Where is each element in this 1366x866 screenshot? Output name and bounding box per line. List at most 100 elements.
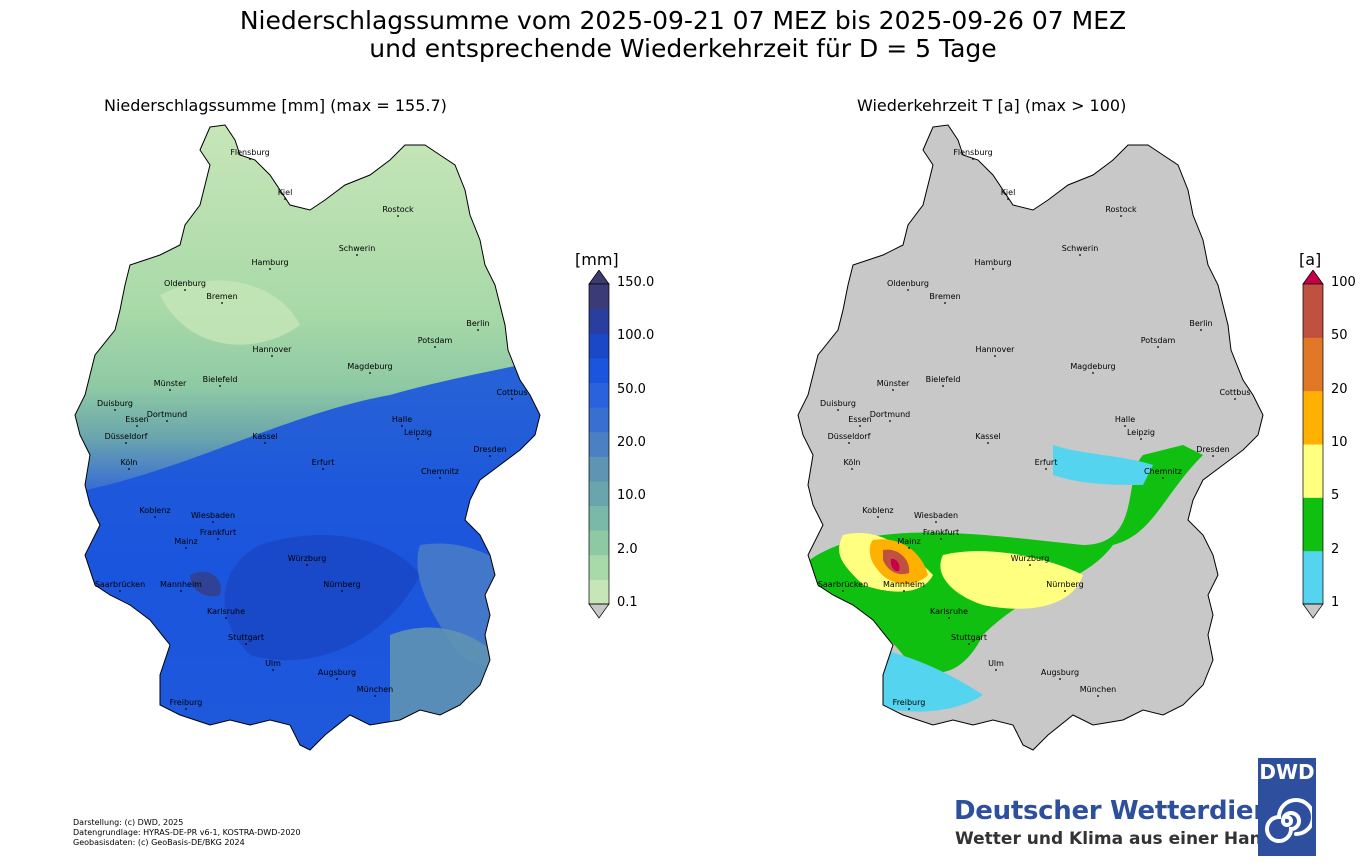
city-marker: [944, 302, 946, 304]
colorbar-frame: [588, 283, 610, 605]
city-marker: [889, 420, 891, 422]
city-label: Saarbrücken: [95, 580, 145, 589]
city-label: Kassel: [975, 432, 1001, 441]
germany-border: [74, 124, 541, 751]
return-period-map: Flensburg Kiel Rostock Schwerin Hamburg Olden…: [797, 124, 1264, 751]
city-label: Köln: [120, 458, 137, 467]
city-marker: [489, 455, 491, 457]
city-label: Kiel: [278, 188, 293, 197]
city-marker: [185, 547, 187, 549]
colorbar-over-arrow: [588, 270, 610, 285]
city-marker: [1200, 329, 1202, 331]
city-label: Leipzig: [404, 428, 432, 437]
colorbar-segment: [589, 333, 609, 359]
colorbar-tick-label: 20: [1331, 381, 1348, 397]
colorbar-tick-label: 10.0: [617, 488, 646, 504]
city-label: Wiesbaden: [914, 511, 958, 520]
city-label: Potsdam: [1141, 336, 1176, 345]
city-label: Magdeburg: [1070, 362, 1115, 371]
city-label: Frankfurt: [923, 528, 959, 537]
city-label: Dresden: [1196, 445, 1229, 454]
field-patch: [224, 535, 420, 661]
credit-line: Darstellung: (c) DWD, 2025: [73, 818, 184, 827]
field-patch: [190, 571, 221, 597]
colorbar-under-arrow: [588, 603, 610, 619]
city-label: Karlsruhe: [930, 607, 968, 616]
city-marker: [264, 442, 266, 444]
colorbar-segment: [589, 505, 609, 531]
city-label: Bremen: [929, 292, 960, 301]
city-marker: [336, 678, 338, 680]
field-patch: [160, 280, 300, 345]
city-label: Augsburg: [1041, 668, 1079, 677]
city-label: Halle: [392, 415, 412, 424]
city-label: Flensburg: [953, 148, 992, 157]
colorbar-segment: [589, 480, 609, 507]
city-marker: [907, 289, 909, 291]
city-label: Cottbus: [496, 388, 527, 397]
city-label: Köln: [843, 458, 860, 467]
colorbar-tick-label: 2.0: [617, 541, 638, 557]
city-label: Münster: [877, 379, 910, 388]
colorbar-segment: [589, 579, 609, 605]
city-label: München: [357, 685, 394, 694]
city-marker: [272, 669, 274, 671]
city-marker: [245, 643, 247, 645]
city-label: Mannheim: [883, 580, 925, 589]
right-panel-subtitle: Wiederkehrzeit T [a] (max > 100): [857, 96, 1127, 115]
city-marker: [1097, 695, 1099, 697]
city-label: Ulm: [988, 659, 1004, 668]
field-patch: [890, 558, 900, 572]
city-marker: [1120, 215, 1122, 217]
city-label: Dortmund: [147, 410, 188, 419]
city-label: Stuttgart: [951, 633, 987, 642]
city-label: Chemnitz: [1144, 467, 1182, 476]
figure-title-line2: und entsprechende Wiederkehrzeit für D =…: [369, 34, 997, 63]
dwd-spiral-icon: [1265, 798, 1312, 843]
figure-title-line1: Niederschlagssumme vom 2025-09-21 07 MEZ…: [239, 6, 1127, 35]
city-marker: [180, 590, 182, 592]
city-label: Duisburg: [820, 399, 856, 408]
colorbar-segment: [589, 407, 609, 433]
germany-border: [797, 124, 1264, 751]
city-marker: [219, 385, 221, 387]
city-label: Düsseldorf: [828, 432, 871, 441]
city-marker: [1212, 455, 1214, 457]
city-marker: [169, 389, 171, 391]
city-label: Schwerin: [339, 244, 376, 253]
colorbar-tick-label: 100.0: [617, 328, 655, 344]
city-label: Mainz: [174, 537, 197, 546]
city-label: Bremen: [206, 292, 237, 301]
left-panel-subtitle: Niederschlagssumme [mm] (max = 155.7): [104, 96, 447, 115]
city-label: Oldenburg: [164, 279, 206, 288]
colorbar-segment: [589, 284, 609, 310]
dwd-logo-slogan: Wetter und Klima aus einer Hand: [955, 829, 1274, 849]
city-marker: [477, 329, 479, 331]
city-label: Essen: [848, 415, 871, 424]
colorbar-tick-label: 150.0: [617, 275, 655, 290]
city-marker: [908, 547, 910, 549]
colorbar-tick-label: 50: [1331, 328, 1348, 344]
city-label: Saarbrücken: [818, 580, 868, 589]
colorbar-segment: [589, 456, 609, 482]
city-label: Stuttgart: [228, 633, 264, 642]
colorbar-tick-label: 100: [1331, 275, 1356, 290]
city-label: Mainz: [897, 537, 920, 546]
city-label: Potsdam: [418, 336, 453, 345]
city-marker: [217, 538, 219, 540]
left-colorbar: [588, 270, 610, 619]
city-marker: [903, 590, 905, 592]
city-marker: [306, 564, 308, 566]
city-marker: [136, 425, 138, 427]
city-marker: [1124, 425, 1126, 427]
city-marker: [271, 355, 273, 357]
city-marker: [374, 695, 376, 697]
city-marker: [1029, 564, 1031, 566]
precipitation-map: Flensburg Kiel Rostock Schwerin Hamburg Olden…: [74, 124, 541, 751]
city-label: Koblenz: [139, 506, 170, 515]
city-marker: [968, 643, 970, 645]
city-marker: [1234, 398, 1236, 400]
city-marker: [269, 268, 271, 270]
colorbar-segment: [1303, 390, 1323, 445]
city-label: Hamburg: [974, 258, 1011, 267]
